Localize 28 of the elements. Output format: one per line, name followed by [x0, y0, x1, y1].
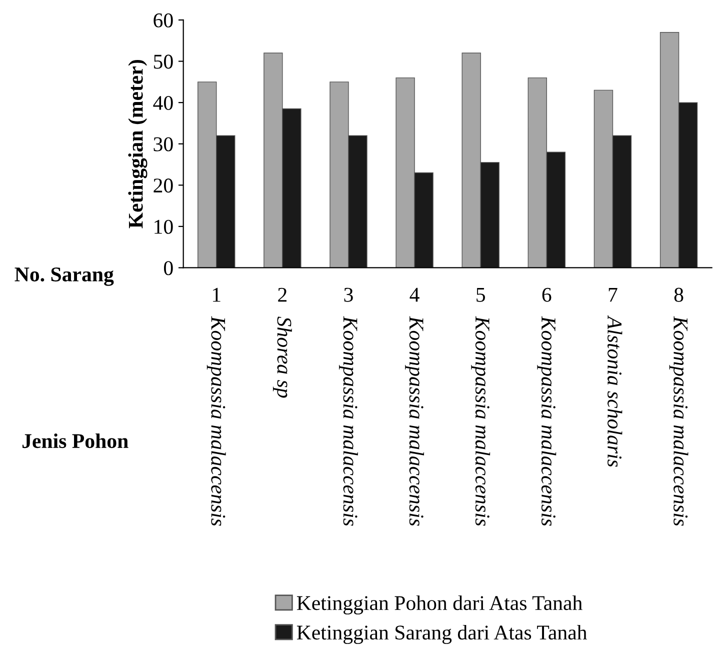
- text: Koompassia malaccensis: [669, 316, 688, 526]
- text: Koompassia malaccensis: [537, 316, 556, 526]
- x-tick-label: 1: [213, 288, 220, 302]
- x-tick-label: 6: [542, 288, 552, 302]
- x-tick-label: 2: [278, 288, 286, 302]
- y-tick-label: 0: [164, 261, 173, 276]
- x-tick-label: 5: [476, 288, 485, 302]
- x-tick-label: 3: [344, 288, 353, 302]
- text: Jenis Pohon: [22, 433, 128, 448]
- x-tick-label: 7: [608, 288, 618, 302]
- y-tick-label: 10: [154, 220, 173, 234]
- y-tick-label: 40: [153, 96, 173, 110]
- text: Koompassia malaccensis: [339, 316, 358, 526]
- y-tick-label: 30: [154, 137, 173, 152]
- y-axis-title: Ketinggian (meter): [128, 60, 148, 228]
- y-tick-label: 50: [154, 54, 173, 69]
- text: Koompassia malaccensis: [471, 316, 490, 526]
- text: Alstonia scholaris: [608, 315, 622, 467]
- y-tick-label: 20: [154, 178, 173, 193]
- y-tick-label: 60: [154, 13, 173, 28]
- text: Koompassia malaccensis: [206, 316, 226, 526]
- legend-label: Ketinggian Sarang dari Atas Tanah: [296, 624, 587, 644]
- x-tick-label: 4: [410, 288, 420, 302]
- x-tick-label: 8: [674, 288, 684, 302]
- text: Koompassia malaccensis: [405, 316, 424, 526]
- legend-label: Ketinggian Pohon dari Atas Tanah: [296, 595, 582, 614]
- text: No. Sarang: [14, 267, 114, 286]
- text: Shorea sp: [272, 316, 292, 398]
